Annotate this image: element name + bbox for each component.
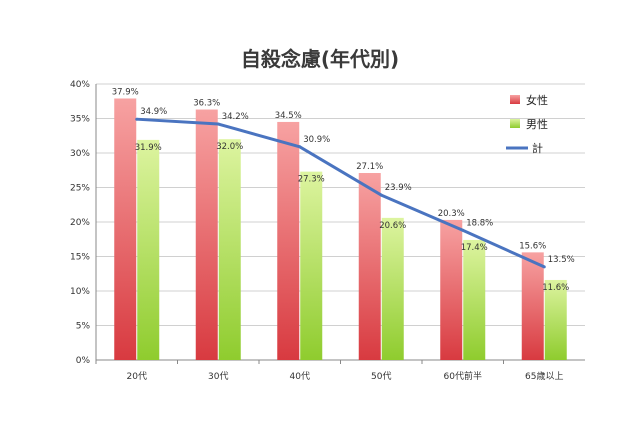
y-tick-label: 35% [70, 115, 90, 125]
male-bar [544, 279, 567, 360]
male-bar [218, 139, 241, 360]
female-bar [114, 98, 137, 361]
x-tick-label: 20代 [127, 371, 147, 382]
y-tick-label: 15% [70, 253, 90, 263]
y-tick-label: 40% [70, 80, 90, 90]
total-data-label: 30.9% [303, 135, 330, 145]
x-tick-label: 60代前半 [444, 370, 482, 382]
x-tick-label: 30代 [208, 371, 228, 382]
total-line-point [461, 228, 465, 232]
male-data-label: 27.3% [298, 175, 325, 185]
y-tick-label: 25% [70, 184, 90, 194]
male-data-label: 17.4% [461, 243, 488, 253]
bars [114, 98, 567, 361]
y-axis-ticks: 0% 5% 10% 15% 20% 25% 30% 35% 40% [70, 80, 90, 366]
legend-swatch-female [510, 95, 520, 104]
total-line-point [135, 117, 139, 121]
total-line-point [542, 265, 546, 269]
male-bar [137, 139, 160, 360]
total-line [135, 117, 546, 269]
total-line-path [136, 117, 545, 269]
female-bar [358, 173, 381, 360]
female-bar [521, 252, 544, 360]
male-data-label: 11.6% [542, 283, 569, 293]
female-bar [440, 219, 463, 360]
male-data-label: 31.9% [135, 143, 162, 153]
male-data-label: 20.6% [379, 221, 406, 231]
female-data-label: 27.1% [356, 162, 383, 172]
legend-swatch-male [510, 119, 520, 128]
total-line-point [216, 122, 220, 126]
chart-title: 自殺念慮(年代別) [241, 47, 399, 71]
legend-label-female: 女性 [526, 93, 548, 107]
total-line-point [298, 145, 302, 149]
total-data-label: 34.2% [222, 112, 249, 122]
female-data-label: 20.3% [438, 209, 465, 219]
male-bar [381, 217, 404, 360]
legend-label-male: 男性 [526, 117, 548, 131]
x-tick-label: 40代 [290, 371, 310, 382]
x-tick-label: 65歳以上 [525, 370, 563, 382]
female-data-label: 15.6% [519, 241, 546, 251]
total-data-label: 13.5% [548, 255, 575, 265]
female-data-label: 37.9% [112, 87, 139, 97]
y-tick-label: 10% [70, 287, 90, 297]
female-data-label: 36.3% [193, 99, 220, 109]
data-labels: 37.9% 31.9% 36.3% 32.0% 34.5% 27.3% 27.1% 20.6%… [112, 87, 575, 292]
female-bar [195, 109, 218, 360]
female-data-label: 34.5% [275, 111, 302, 121]
y-tick-label: 0% [76, 356, 91, 366]
total-data-label: 34.9% [140, 107, 167, 117]
total-line-point [379, 193, 383, 197]
y-tick-label: 5% [76, 322, 91, 332]
y-tick-label: 30% [70, 149, 90, 159]
female-bar [277, 121, 300, 360]
male-data-label: 32.0% [216, 142, 243, 152]
legend-label-total: 計 [532, 141, 543, 155]
total-data-label: 23.9% [385, 183, 412, 193]
male-bar [463, 239, 486, 360]
y-tick-label: 20% [70, 218, 90, 228]
x-tick-label: 50代 [371, 371, 391, 382]
male-bar [300, 171, 323, 360]
x-axis-ticks: 20代 30代 40代 50代 60代前半 65歳以上 [95, 360, 563, 382]
total-data-label: 18.8% [466, 218, 493, 228]
